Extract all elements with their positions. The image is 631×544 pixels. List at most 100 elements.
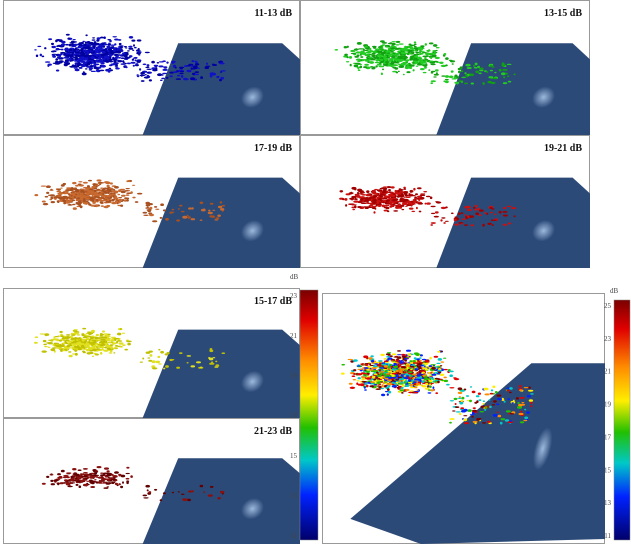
echo-point	[414, 352, 419, 354]
echo-point	[118, 197, 122, 198]
echo-point	[399, 362, 403, 363]
echo-point	[89, 67, 93, 69]
echo-point	[490, 70, 493, 72]
echo-point	[65, 56, 68, 58]
echo-point	[180, 67, 184, 69]
echo-point	[437, 381, 440, 384]
echo-point	[458, 71, 460, 74]
echo-point	[73, 188, 77, 190]
echo-point	[436, 62, 440, 63]
colorbar-unit: dB	[290, 273, 299, 281]
echo-point	[502, 211, 507, 213]
echo-point	[208, 494, 213, 496]
echo-point	[191, 67, 193, 69]
echo-point	[344, 54, 348, 56]
echo-point	[76, 195, 81, 197]
echo-point	[90, 473, 94, 474]
echo-point	[100, 352, 103, 354]
echo-point	[372, 199, 377, 202]
echo-point	[93, 60, 96, 62]
echo-point	[507, 64, 512, 65]
echo-point	[405, 360, 407, 362]
echo-point	[126, 341, 131, 343]
echo-point	[417, 366, 421, 368]
colorbar-tick: 19	[290, 372, 298, 380]
echo-point	[143, 215, 148, 216]
echo-point	[66, 34, 70, 36]
echo-point	[414, 62, 416, 65]
echo-point	[40, 333, 46, 334]
echo-point	[92, 356, 94, 358]
echo-point	[381, 193, 384, 194]
echo-point	[503, 76, 505, 78]
echo-point	[382, 69, 384, 71]
colorbar-tick: 23	[290, 292, 298, 300]
echo-point	[440, 219, 442, 221]
echo-point	[56, 70, 59, 72]
echo-point	[94, 479, 96, 480]
echo-point	[157, 356, 160, 358]
echo-point	[374, 208, 376, 210]
echo-point	[454, 219, 457, 222]
panel	[323, 294, 606, 544]
echo-point	[365, 48, 369, 50]
echo-point	[356, 63, 361, 64]
echo-point	[187, 216, 191, 219]
echo-point	[44, 346, 47, 347]
echo-point	[509, 392, 512, 393]
echo-point	[51, 348, 56, 351]
echo-point	[478, 399, 481, 401]
echo-point	[83, 484, 88, 487]
echo-point	[192, 207, 194, 209]
echo-point	[358, 384, 362, 386]
echo-point	[388, 366, 391, 369]
echo-point	[133, 44, 135, 46]
echo-point	[97, 37, 101, 39]
echo-point	[519, 389, 523, 391]
echo-point	[399, 207, 402, 209]
echo-point	[391, 374, 394, 376]
echo-point	[41, 186, 47, 187]
echo-point	[400, 205, 404, 207]
echo-point	[425, 383, 428, 385]
echo-point	[115, 64, 118, 66]
echo-point	[386, 353, 391, 355]
echo-point	[404, 192, 408, 195]
echo-point	[435, 392, 438, 394]
echo-point	[424, 57, 427, 59]
echo-point	[94, 340, 96, 343]
echo-point	[424, 59, 428, 60]
echo-point	[435, 69, 439, 71]
echo-point	[412, 374, 417, 376]
echo-point	[200, 76, 203, 79]
echo-point	[376, 372, 379, 374]
echo-point	[129, 55, 133, 57]
echo-point	[492, 404, 496, 405]
echo-point	[132, 59, 134, 61]
echo-point	[385, 46, 388, 47]
echo-point	[365, 197, 370, 199]
echo-point	[55, 61, 58, 63]
echo-point	[131, 40, 135, 42]
echo-point	[95, 204, 98, 207]
echo-point	[143, 495, 148, 497]
echo-point	[182, 216, 187, 219]
echo-point	[365, 364, 369, 366]
echo-point	[160, 217, 163, 219]
echo-point	[78, 337, 81, 339]
echo-point	[399, 378, 404, 380]
echo-point	[105, 182, 110, 185]
echo-point	[129, 46, 132, 48]
echo-point	[392, 41, 396, 42]
echo-point	[353, 379, 356, 380]
echo-point	[361, 59, 366, 60]
echo-point	[385, 58, 388, 61]
echo-point	[145, 485, 150, 488]
echo-point	[419, 53, 424, 55]
echo-point	[526, 411, 530, 413]
echo-point	[92, 37, 95, 38]
echo-point	[428, 49, 430, 51]
echo-point	[396, 195, 401, 196]
echo-point	[451, 213, 454, 215]
echo-point	[77, 334, 80, 335]
